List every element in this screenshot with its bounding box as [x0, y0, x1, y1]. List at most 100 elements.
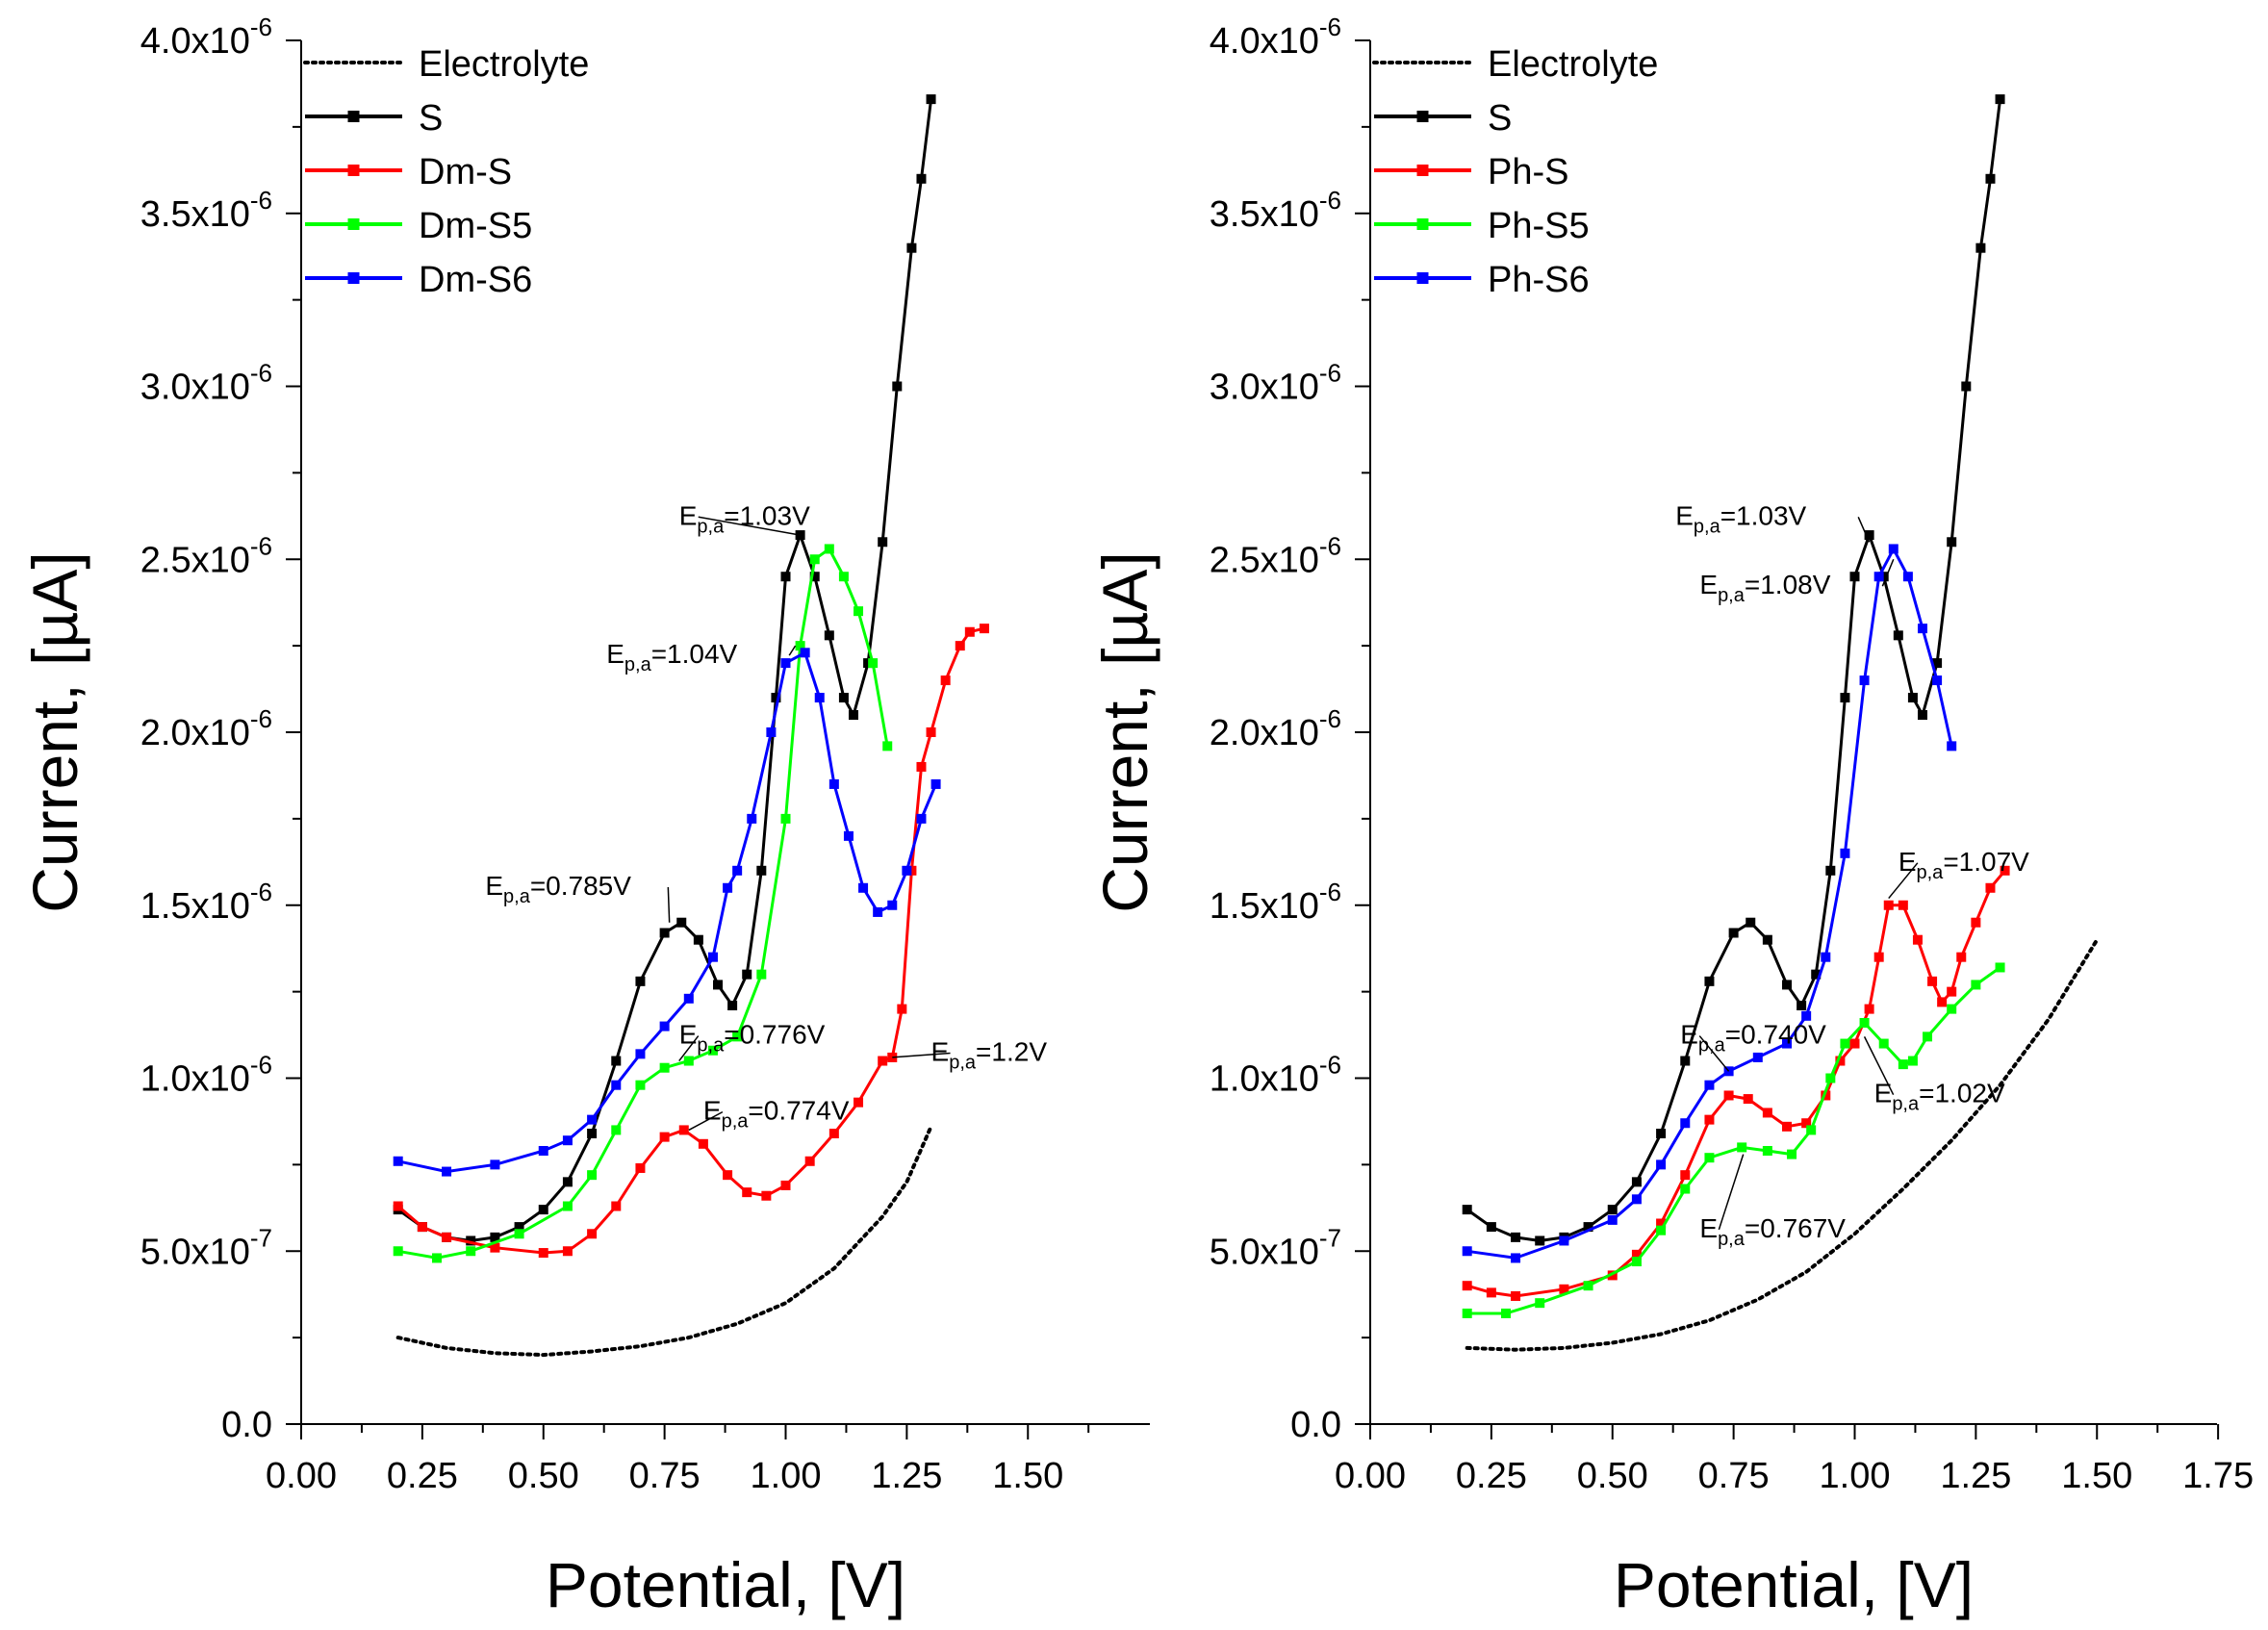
annotation-leader: [1881, 558, 1895, 587]
y-tick-label: 1.5x10-6: [140, 878, 272, 927]
y-axis-title: Current, [µA]: [1089, 551, 1160, 912]
data-point: [916, 761, 927, 772]
data-point: [1917, 710, 1927, 721]
annotation-label: Ep,a=1.03V: [679, 500, 810, 537]
data-point: [979, 624, 989, 634]
x-tick-label: 1.75: [2182, 1456, 2254, 1496]
legend-marker: [1416, 111, 1429, 122]
data-point: [1995, 94, 2005, 105]
data-point: [780, 1180, 791, 1190]
data-point: [868, 658, 879, 669]
legend-label: Ph-S6: [1488, 260, 1590, 300]
data-point: [756, 865, 767, 876]
data-point: [1840, 848, 1850, 858]
data-point: [892, 381, 903, 392]
data-point: [1975, 242, 1986, 253]
data-point: [1782, 1121, 1793, 1132]
data-point: [723, 1170, 733, 1181]
annotation-label: Ep,a=1.08V: [1699, 570, 1830, 606]
data-point: [1825, 865, 1836, 876]
data-point: [1737, 1142, 1747, 1153]
data-point: [1835, 1056, 1846, 1066]
annotation-leader: [1698, 1035, 1730, 1072]
data-point: [1704, 1080, 1715, 1090]
data-point: [1947, 986, 1957, 997]
data-point: [1656, 1159, 1667, 1170]
annotation-label: Ep,a=1.07V: [1898, 847, 2029, 883]
data-point: [1811, 969, 1822, 980]
legend-label: Electrolyte: [1488, 44, 1658, 85]
annotation-leader: [667, 886, 671, 923]
data-point: [1985, 173, 1996, 184]
x-tick-label: 0.00: [266, 1456, 337, 1496]
series-ph-s5: [1462, 962, 2005, 1318]
series-dm-s: [393, 624, 989, 1259]
data-point: [611, 1201, 622, 1211]
data-point: [2000, 865, 2010, 876]
y-tick-label: 2.5x10-6: [140, 531, 272, 580]
data-point: [1500, 1308, 1511, 1318]
y-tick-label: 1.0x10-6: [140, 1051, 272, 1100]
series-dm-s5: [393, 544, 893, 1263]
data-point: [1511, 1253, 1521, 1263]
data-point: [1947, 1004, 1957, 1014]
data-point: [1912, 934, 1923, 945]
data-point: [1907, 693, 1918, 703]
annotation-label: Ep,a=1.02V: [1874, 1079, 2005, 1115]
data-point: [742, 969, 752, 980]
data-point: [713, 980, 724, 990]
series-electrolyte: [1465, 937, 2100, 1352]
data-point: [854, 1097, 864, 1108]
data-point: [780, 813, 791, 824]
data-point: [1680, 1118, 1691, 1129]
x-axis-title: Potential, [V]: [1614, 1549, 1974, 1620]
data-point: [1937, 997, 1948, 1007]
data-point: [1607, 1270, 1618, 1281]
data-point: [926, 94, 936, 105]
data-point: [611, 1125, 622, 1135]
annotation-label: Ep,a=0.774V: [703, 1096, 850, 1133]
data-point: [863, 658, 874, 669]
data-point: [1893, 630, 1903, 641]
data-point: [562, 1135, 573, 1146]
data-point: [732, 1031, 743, 1042]
data-point: [442, 1166, 452, 1177]
y-tick-label: 5.0x10-7: [1210, 1223, 1341, 1272]
peak-annotation: Ep,a=1.07V: [1888, 847, 2029, 900]
data-point: [906, 242, 917, 253]
data-point: [732, 865, 743, 876]
series-line-ph-s6: [1466, 546, 1953, 1260]
data-point: [1849, 572, 1860, 582]
data-point: [1723, 1090, 1734, 1101]
data-point: [1583, 1281, 1593, 1291]
data-point: [1864, 530, 1874, 541]
annotation-leader: [688, 1110, 724, 1132]
data-point: [940, 675, 951, 686]
data-point: [1902, 572, 1913, 582]
data-point: [635, 1049, 646, 1059]
data-point: [780, 572, 791, 582]
data-point: [490, 1242, 500, 1253]
data-point: [1607, 1205, 1618, 1215]
annotation-leader: [1888, 862, 1919, 900]
data-point: [916, 173, 927, 184]
peak-annotation: Ep,a=0.767V: [1699, 1154, 1846, 1250]
peak-annotation: Ep,a=1.02V: [1863, 1036, 2005, 1115]
data-point: [1631, 1177, 1642, 1187]
data-point: [490, 1232, 500, 1242]
data-point: [431, 1253, 442, 1263]
annotation-leader: [1863, 1036, 1895, 1095]
data-point: [1462, 1281, 1472, 1291]
data-point: [1927, 976, 1938, 986]
data-point: [809, 554, 820, 565]
data-point: [659, 1062, 670, 1073]
data-point: [1486, 1222, 1496, 1233]
data-point: [1462, 1308, 1472, 1318]
legend: Electrolyte S Dm-S Dm-S5 Dm-S6: [303, 44, 589, 300]
data-point: [723, 882, 733, 893]
data-point: [538, 1205, 548, 1215]
annotation-leader: [1718, 1154, 1745, 1231]
data-point: [393, 1156, 403, 1166]
series-dm-s6: [393, 648, 941, 1177]
data-point: [926, 727, 936, 737]
